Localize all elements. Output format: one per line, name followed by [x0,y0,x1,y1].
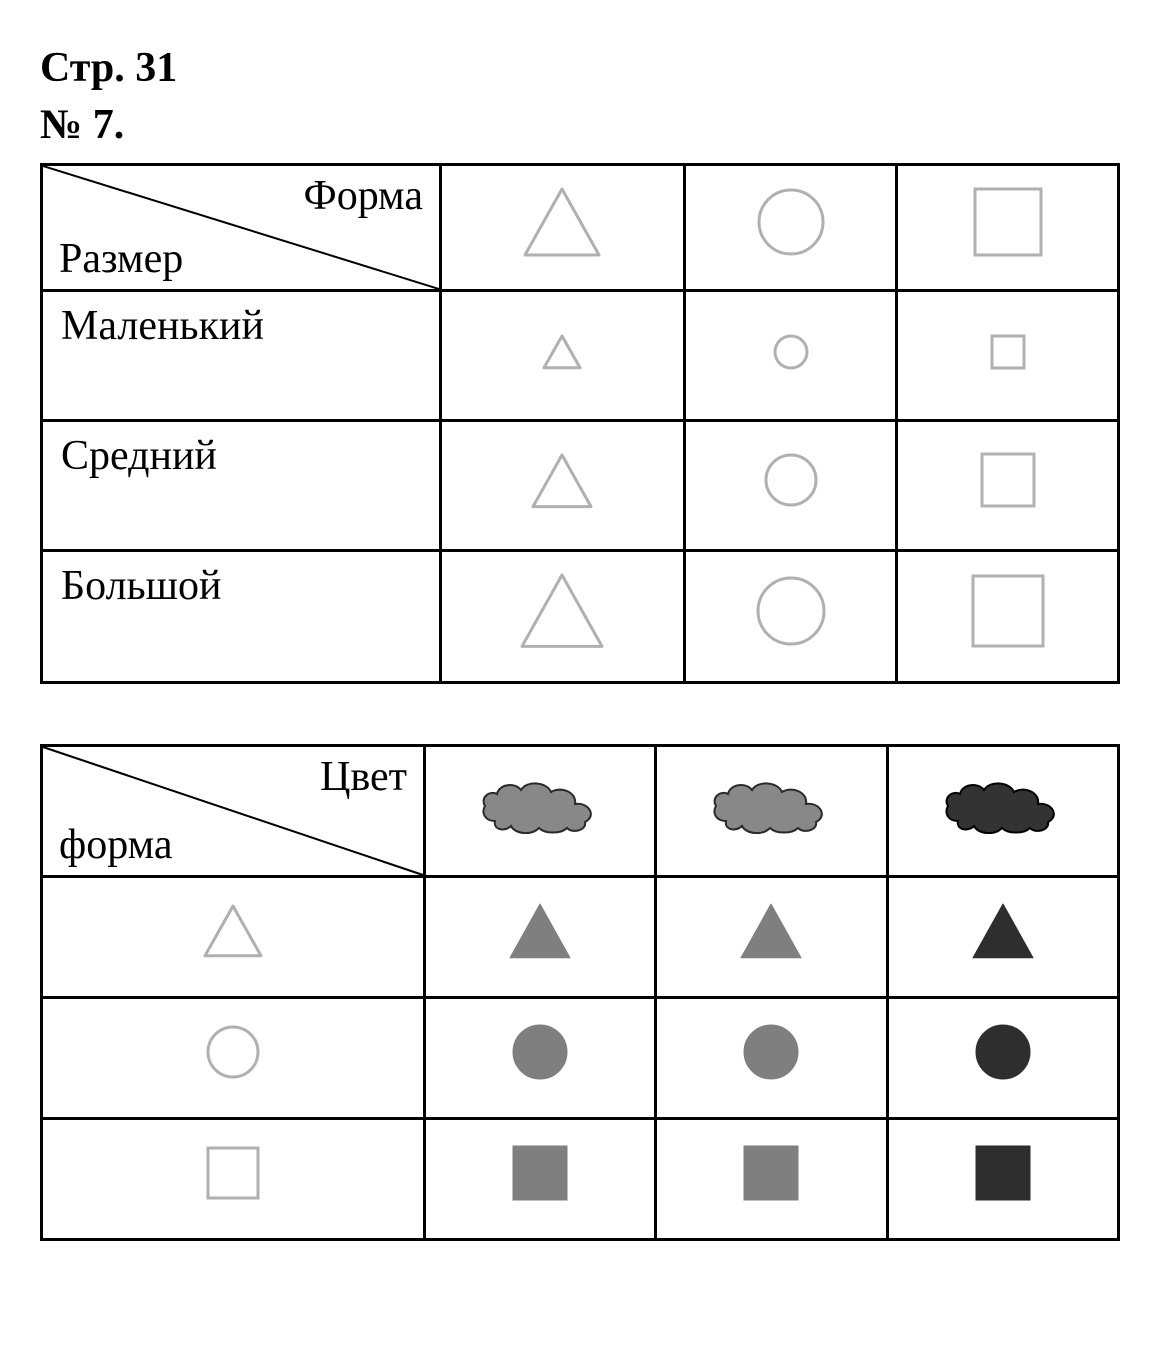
corner-top-label: Форма [304,172,423,220]
cell [887,1118,1118,1239]
circle-icon [743,1024,799,1091]
table-row: Маленький [42,291,1119,421]
cell [425,997,656,1118]
cell [656,876,887,997]
triangle-icon [541,333,583,382]
circle-icon [763,452,819,519]
cloud-icon [938,776,1068,845]
square-icon [205,1145,261,1212]
cell [441,551,685,682]
circle-icon [756,187,826,268]
corner-bottom-label: Размер [59,235,183,283]
table-shape-size: Форма Размер Маленький Средний Большой [40,163,1120,683]
col-header-square [897,165,1119,291]
table-row [42,876,1119,997]
square-icon [972,186,1044,269]
square-icon [970,573,1046,660]
cell [441,421,685,551]
cell [887,997,1118,1118]
square-icon [989,333,1027,382]
corner-bottom-label: форма [59,821,173,869]
triangle-icon [972,903,1034,970]
table-row: Средний [42,421,1119,551]
page-header: Стр. 31 № 7. [40,40,1135,153]
cell [656,1118,887,1239]
square-icon [743,1145,799,1212]
col-header-cloud [656,745,887,876]
cloud-icon [475,776,605,845]
cell [897,551,1119,682]
circle-icon [512,1024,568,1091]
square-icon [975,1145,1031,1212]
row-label: Маленький [42,291,441,421]
cell [656,997,887,1118]
cell [441,291,685,421]
col-header-cloud [887,745,1118,876]
table-row: Большой [42,551,1119,682]
cell [897,291,1119,421]
row-label-shape [42,997,425,1118]
corner-cell: Форма Размер [42,165,441,291]
col-header-cloud [425,745,656,876]
table-row [42,997,1119,1118]
row-label: Средний [42,421,441,551]
row-label-shape [42,876,425,997]
circle-icon [205,1024,261,1091]
cell [684,421,897,551]
exercise-number: № 7. [40,97,1135,154]
cell [425,1118,656,1239]
col-header-triangle [441,165,685,291]
triangle-icon [509,903,571,970]
col-header-circle [684,165,897,291]
cell [425,876,656,997]
square-icon [512,1145,568,1212]
cloud-icon [706,776,836,845]
triangle-icon [202,903,264,970]
triangle-icon [519,572,605,660]
table-color-shape: Цвет форма [40,744,1120,1241]
triangle-icon [522,186,602,269]
cell [684,551,897,682]
square-icon [979,451,1037,520]
cell [684,291,897,421]
corner-cell: Цвет форма [42,745,425,876]
cell [887,876,1118,997]
triangle-icon [740,903,802,970]
row-label-shape [42,1118,425,1239]
page-number: Стр. 31 [40,40,1135,97]
table-row [42,1118,1119,1239]
row-label: Большой [42,551,441,682]
cell [897,421,1119,551]
circle-icon [772,333,810,382]
circle-icon [755,575,827,658]
circle-icon [975,1024,1031,1091]
triangle-icon [530,452,594,521]
corner-top-label: Цвет [320,753,407,801]
